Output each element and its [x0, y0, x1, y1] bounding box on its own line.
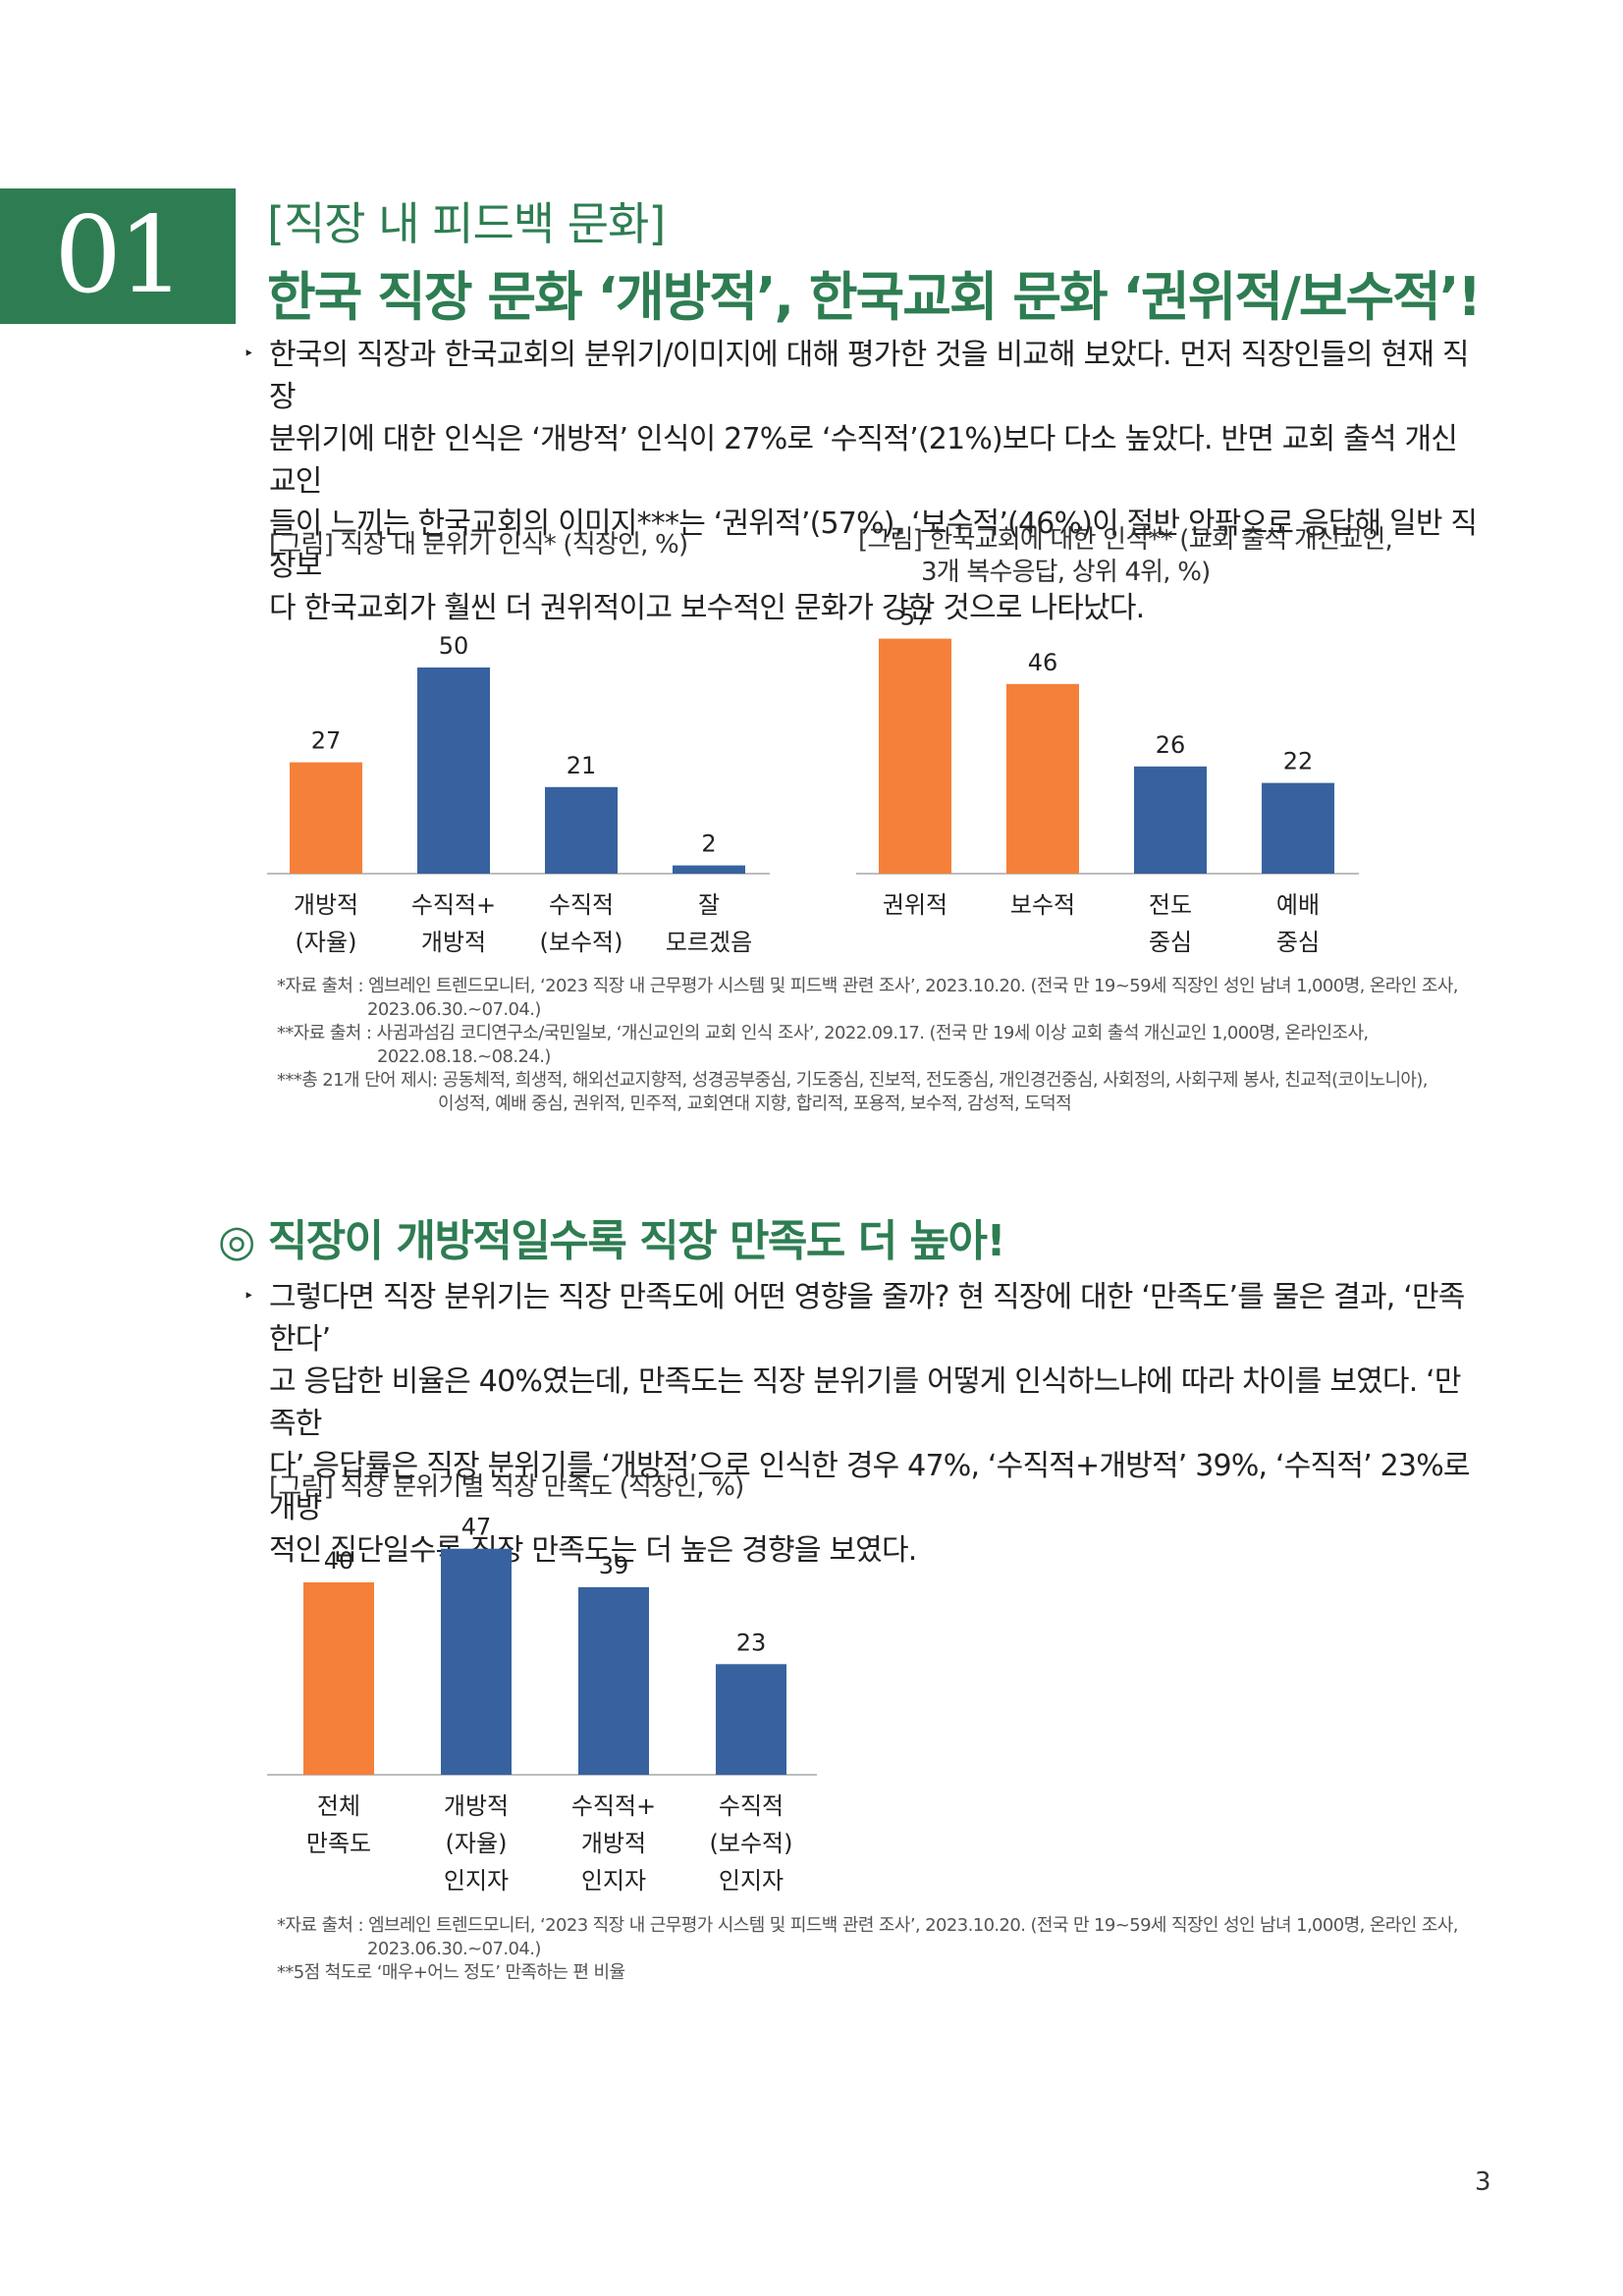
section-subtitle: [직장 내 피드백 문화]	[267, 197, 666, 250]
paragraph-line: 들이 느끼는 한국교회의 이미지***는 ‘권위적’(57%), ‘보수적’(4…	[269, 507, 1478, 583]
note-line: 2022.08.18.~08.24.)	[377, 1046, 551, 1067]
category-label: 개방적	[294, 891, 358, 919]
data-label: 27	[311, 727, 342, 755]
section-title: 한국 직장 문화 ‘개방적’, 한국교회 문화 ‘권위적/보수적’!	[267, 266, 1482, 328]
note-line: 이성적, 예배 중심, 권위적, 민주적, 교회연대 지향, 합리적, 포용적,…	[438, 1094, 1072, 1114]
data-label: 26	[1156, 731, 1186, 759]
paragraph-line: 한국의 직장과 한국교회의 분위기/이미지에 대해 평가한 것을 비교해 보았다…	[269, 338, 1469, 414]
chart-2-caption: [그림] 한국교회에 대한 인식** (교회 출석 개신교인, 3개 복수응답,…	[858, 524, 1393, 589]
category-label: 개방적	[444, 1792, 509, 1820]
paragraph-1: 한국의 직장과 한국교회의 분위기/이미지에 대해 평가한 것을 비교해 보았다…	[269, 334, 1483, 629]
paragraph-2: 그렇다면 직장 분위기는 직장 만족도에 어떤 영향을 줄까? 현 직장에 대한…	[269, 1276, 1483, 1572]
paragraph-line: 다 한국교회가 훨씬 더 권위적이고 보수적인 문화가 강한 것으로 나타났다.	[269, 591, 1145, 625]
paragraph-line: 그렇다면 직장 분위기는 직장 만족도에 어떤 영향을 줄까? 현 직장에 대한…	[269, 1280, 1465, 1357]
category-label: 수직적+	[411, 891, 496, 919]
note-line: ***총 21개 단어 제시: 공동체적, 희생적, 해외선교지향적, 성경공부…	[277, 1070, 1429, 1091]
category-label: (보수적)	[540, 929, 623, 956]
category-label: (보수적)	[710, 1830, 793, 1857]
note-line: **5점 척도로 ‘매우+어느 정도’ 만족하는 편 비율	[277, 1962, 625, 1983]
data-label: 39	[599, 1552, 629, 1579]
category-label: 수직적+	[571, 1792, 656, 1820]
paragraph-line: 고 응답한 비율은 40%였는데, 만족도는 직장 분위기를 어떻게 인식하느냐…	[269, 1364, 1462, 1441]
page-number: 3	[1475, 2167, 1491, 2197]
category-label: 인지자	[444, 1867, 509, 1895]
category-label: 모르겠음	[666, 929, 752, 956]
category-label: (자율)	[296, 929, 357, 956]
note-line: *자료 출처 : 엠브레인 트렌드모니터, ‘2023 직장 내 근무평가 시스…	[277, 1915, 1458, 1936]
category-label: 만족도	[306, 1830, 371, 1857]
data-label: 23	[736, 1629, 767, 1656]
paragraph-line: 다’ 응답률은 직장 분위기를 ‘개방적’으로 인식한 경우 47%, ‘수직적…	[269, 1449, 1471, 1525]
note-line: 2023.06.30.~07.04.)	[367, 1939, 541, 1959]
category-label: 잘	[698, 891, 720, 919]
category-label: (자율)	[446, 1830, 508, 1857]
chart-bar	[441, 1548, 512, 1775]
category-label: 전체	[317, 1792, 360, 1820]
paragraph-line: 분위기에 대한 인식은 ‘개방적’ 인식이 27%로 ‘수직적’(21%)보다 …	[269, 422, 1458, 499]
note-line: **자료 출처 : 사귐과섬김 코디연구소/국민일보, ‘개신교인의 교회 인식…	[277, 1023, 1369, 1043]
data-label: 57	[900, 604, 931, 631]
category-label: 중심	[1276, 929, 1320, 956]
caption-line: 3개 복수응답, 상위 4위, %)	[921, 558, 1211, 587]
bullet-icon: ‣	[243, 344, 254, 364]
data-label: 22	[1283, 748, 1314, 775]
chart-bar	[1262, 782, 1334, 874]
category-label: 개방적	[421, 929, 486, 956]
chart-bar	[290, 762, 362, 874]
category-label: 개방적	[581, 1830, 646, 1857]
chart-3-caption: [그림] 직장 분위기별 직장 만족도 (직장인, %)	[269, 1472, 744, 1502]
chart-bar	[578, 1586, 649, 1775]
chart-bar	[673, 865, 745, 874]
data-label: 46	[1028, 649, 1058, 676]
paragraph-line: 적인 집단일수록 직장 만족도는 더 높은 경향을 보였다.	[269, 1533, 917, 1568]
category-label: 인지자	[719, 1867, 784, 1895]
data-label: 21	[567, 752, 597, 779]
data-label: 50	[439, 632, 469, 660]
caption-line: [그림] 한국교회에 대한 인식** (교회 출석 개신교인,	[858, 525, 1393, 555]
chart-bar	[417, 667, 490, 874]
chart-bar	[1006, 683, 1079, 874]
data-label: 40	[324, 1547, 354, 1575]
category-label: 보수적	[1010, 891, 1075, 919]
note-line: *자료 출처 : 엠브레인 트렌드모니터, ‘2023 직장 내 근무평가 시스…	[277, 976, 1458, 996]
note-line: 2023.06.30.~07.04.)	[367, 999, 541, 1020]
bullet-icon: ‣	[243, 1286, 254, 1307]
section-2-title: ◎ 직장이 개방적일수록 직장 만족도 더 높아!	[218, 1216, 1006, 1266]
category-label: 인지자	[581, 1867, 646, 1895]
chart-bar	[716, 1664, 786, 1775]
category-label: 예배	[1276, 891, 1320, 919]
chart-bar	[545, 786, 618, 874]
source-notes-2: *자료 출처 : 엠브레인 트렌드모니터, ‘2023 직장 내 근무평가 시스…	[277, 1914, 1458, 1985]
category-label: 수직적	[719, 1792, 784, 1820]
category-label: 전도	[1149, 891, 1192, 919]
chart-bar	[1134, 766, 1207, 874]
source-notes-1: *자료 출처 : 엠브레인 트렌드모니터, ‘2023 직장 내 근무평가 시스…	[277, 975, 1458, 1116]
data-label: 47	[461, 1514, 492, 1541]
chart-bar	[879, 638, 951, 874]
chart-1-caption: [그림] 직장 내 분위기 인식* (직장인, %)	[269, 530, 688, 560]
data-label: 2	[701, 830, 716, 858]
section-number-badge: 01	[0, 188, 236, 324]
category-label: 수직적	[549, 891, 614, 919]
chart-bar	[303, 1582, 374, 1775]
category-label: 중심	[1149, 929, 1192, 956]
category-label: 권위적	[883, 891, 947, 919]
